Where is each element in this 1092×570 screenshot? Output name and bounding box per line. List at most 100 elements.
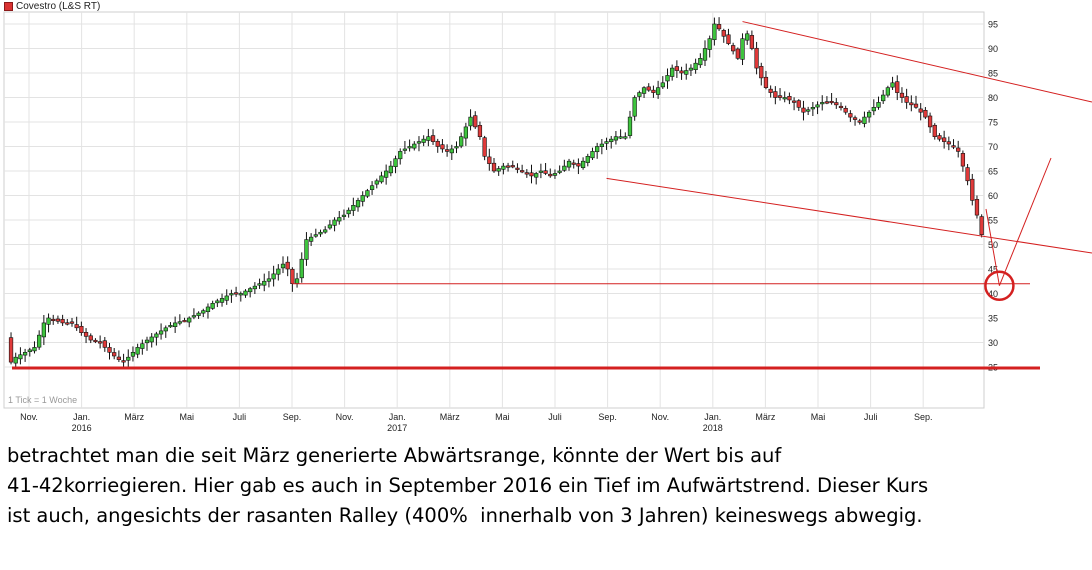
candle-up: [379, 175, 384, 183]
chart-grid: [3, 11, 985, 409]
candle-up: [810, 107, 815, 110]
candle-up: [871, 107, 876, 112]
candle-up: [393, 158, 398, 168]
candle-up: [876, 102, 881, 108]
candle-up: [604, 141, 609, 144]
candle-up: [257, 283, 262, 286]
candle-down: [829, 100, 834, 104]
candle-up: [806, 109, 811, 112]
x-tick-label: Nov.: [336, 412, 354, 422]
candle-down: [852, 117, 858, 120]
candle-down: [927, 115, 933, 128]
candle-down: [909, 102, 914, 106]
x-tick-label: Jan.: [73, 412, 90, 422]
candle-up: [637, 92, 642, 97]
candle-down: [754, 47, 759, 69]
candle-up: [557, 170, 562, 173]
candle-up: [585, 156, 590, 163]
candle-down: [834, 102, 839, 106]
candle-up: [299, 258, 304, 279]
candle-up: [782, 97, 787, 100]
candle-up: [266, 278, 272, 282]
y-tick-label: 45: [988, 265, 998, 275]
candle-down: [763, 76, 769, 89]
candle-down: [749, 35, 755, 49]
y-tick-label: 75: [988, 118, 998, 128]
candle-up: [402, 148, 408, 151]
candle-up: [351, 205, 356, 211]
candle-down: [505, 165, 511, 168]
candle-up: [168, 325, 173, 328]
candle-up: [126, 356, 131, 361]
price-chart: 253035404550556065707580859095 Nov.Jan.2…: [3, 11, 1092, 433]
candle-up: [262, 280, 267, 286]
candle-up: [248, 288, 253, 293]
candle-up: [173, 322, 178, 328]
candle-down: [787, 96, 792, 101]
candle-up: [712, 23, 717, 41]
candle-down: [477, 125, 483, 137]
y-tick-label: 70: [988, 142, 998, 152]
candle-up: [740, 38, 745, 60]
candle-down: [8, 337, 14, 363]
candle-down: [956, 147, 961, 152]
candle-down: [965, 167, 970, 182]
candle-up: [609, 138, 614, 143]
candle-down: [679, 70, 684, 74]
candle-down: [182, 320, 187, 323]
candle-up: [590, 151, 595, 159]
candle-up: [688, 67, 694, 71]
candle-up: [421, 138, 426, 143]
candle-down: [444, 149, 450, 152]
candle-up: [294, 278, 300, 284]
candle-up: [191, 315, 197, 318]
y-tick-label: 90: [988, 44, 998, 54]
candle-down: [646, 86, 651, 91]
candle-up: [459, 136, 464, 147]
candle-up: [210, 302, 215, 309]
x-tick-label: Sep.: [914, 412, 933, 422]
candle-up: [32, 347, 37, 352]
candle-down: [979, 216, 984, 236]
candle-down: [918, 108, 923, 113]
candle-up: [177, 321, 182, 324]
candle-up: [501, 165, 506, 170]
candle-down: [97, 341, 103, 344]
candle-down: [430, 135, 436, 142]
candle-down: [796, 100, 801, 108]
candle-up: [280, 263, 286, 269]
chart-annotations: [12, 21, 1092, 370]
candle-up: [454, 146, 459, 149]
candle-up: [698, 57, 703, 66]
candle-up: [22, 351, 28, 356]
x-tick-label: März: [124, 412, 144, 422]
candle-down: [843, 108, 848, 113]
candle-down: [759, 66, 764, 79]
candle-up: [271, 273, 276, 280]
target-arrow-line: [985, 208, 1000, 286]
candle-down: [285, 261, 290, 270]
x-tick-label: Juli: [233, 412, 247, 422]
candle-down: [482, 137, 487, 157]
candle-down: [51, 318, 56, 322]
candle-down: [79, 325, 84, 333]
x-tick-year: 2016: [72, 423, 92, 433]
candle-up: [365, 190, 370, 197]
candle-up: [201, 310, 206, 314]
candle-down: [515, 167, 520, 170]
candle-up: [862, 116, 867, 124]
candle-down: [576, 163, 581, 167]
candle-up: [820, 102, 825, 105]
chart-title: Covestro (L&S RT): [16, 1, 101, 12]
candle-down: [721, 30, 726, 37]
candle-down: [848, 113, 853, 118]
candle-up: [496, 168, 501, 172]
candle-up: [538, 170, 544, 173]
candle-up: [219, 298, 225, 303]
candle-up: [196, 312, 201, 316]
candle-up: [327, 224, 333, 229]
y-tick-label: 85: [988, 69, 998, 79]
candle-down: [726, 34, 731, 44]
candle-down: [93, 339, 98, 343]
candle-up: [641, 87, 647, 94]
